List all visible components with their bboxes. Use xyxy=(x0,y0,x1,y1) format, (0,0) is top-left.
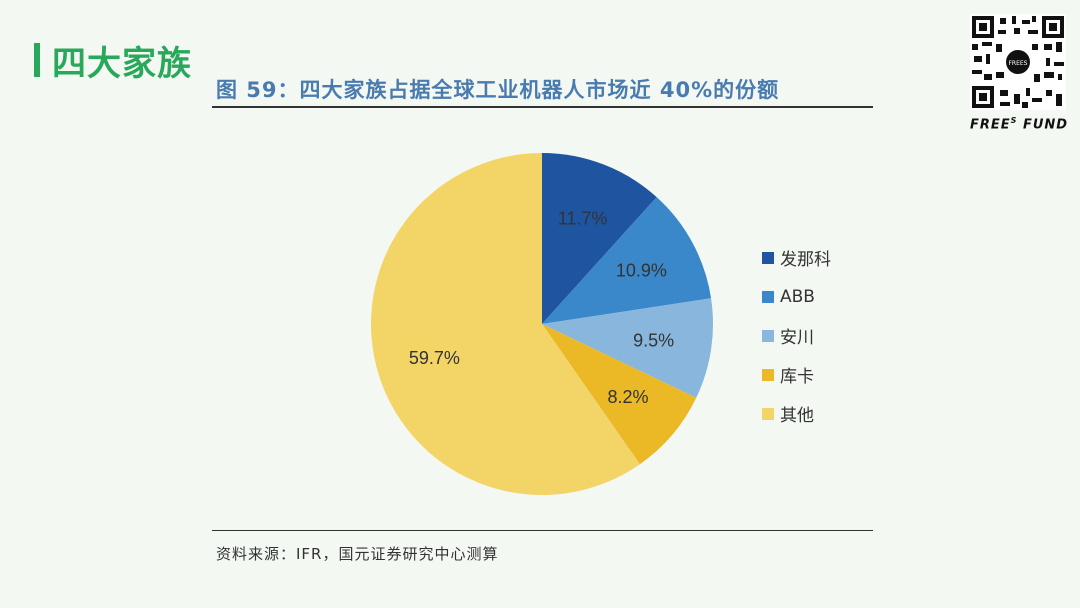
pie-data-label: 10.9% xyxy=(616,261,667,281)
pie-data-label: 11.7% xyxy=(558,209,608,229)
pie-data-label: 9.5% xyxy=(633,331,674,351)
pie-data-label: 59.7% xyxy=(409,348,460,368)
section-accent-bar xyxy=(34,43,40,77)
legend-swatch xyxy=(762,251,774,264)
pie-slice xyxy=(542,298,713,398)
chart-legend: 发那科 ABB 安川 库卡 其他 xyxy=(762,238,831,433)
qr-center-text: FREES xyxy=(1008,60,1027,67)
legend-swatch xyxy=(762,368,774,381)
brand-suffix: FUND xyxy=(1022,117,1069,133)
legend-item: ABB xyxy=(762,277,831,316)
title-rule xyxy=(212,106,873,108)
legend-label: ABB xyxy=(780,286,815,307)
qr-code-icon: FREES xyxy=(970,14,1066,110)
pie-slice xyxy=(542,324,697,465)
pie-slices xyxy=(371,153,713,495)
legend-swatch xyxy=(762,407,774,420)
legend-label: 其他 xyxy=(780,406,814,426)
brand-logo: FREES FUND xyxy=(970,116,1070,132)
source-rule xyxy=(212,530,873,531)
pie-labels: 11.7% 10.9% 9.5% 8.2% 59.7% xyxy=(409,209,674,407)
legend-item: 安川 xyxy=(762,316,831,355)
pie-slice xyxy=(542,197,712,324)
section-title: 四大家族 xyxy=(52,44,192,84)
pie-data-label: 8.2% xyxy=(608,387,649,407)
source-note: 资料来源：IFR，国元证券研究中心测算 xyxy=(216,545,499,563)
legend-item: 库卡 xyxy=(762,355,831,394)
figure-title: 图 59：四大家族占据全球工业机器人市场近 40%的份额 xyxy=(216,78,780,102)
legend-swatch xyxy=(762,329,774,342)
legend-swatch xyxy=(762,290,774,303)
legend-label: 发那科 xyxy=(780,250,831,270)
brand-superscript: S xyxy=(1010,116,1018,125)
legend-item: 发那科 xyxy=(762,238,831,277)
legend-label: 库卡 xyxy=(780,367,814,387)
pie-slice xyxy=(371,153,640,495)
pie-slice xyxy=(542,153,657,324)
legend-label: 安川 xyxy=(780,328,814,348)
legend-item: 其他 xyxy=(762,394,831,433)
brand-name: FREE xyxy=(970,117,1011,133)
